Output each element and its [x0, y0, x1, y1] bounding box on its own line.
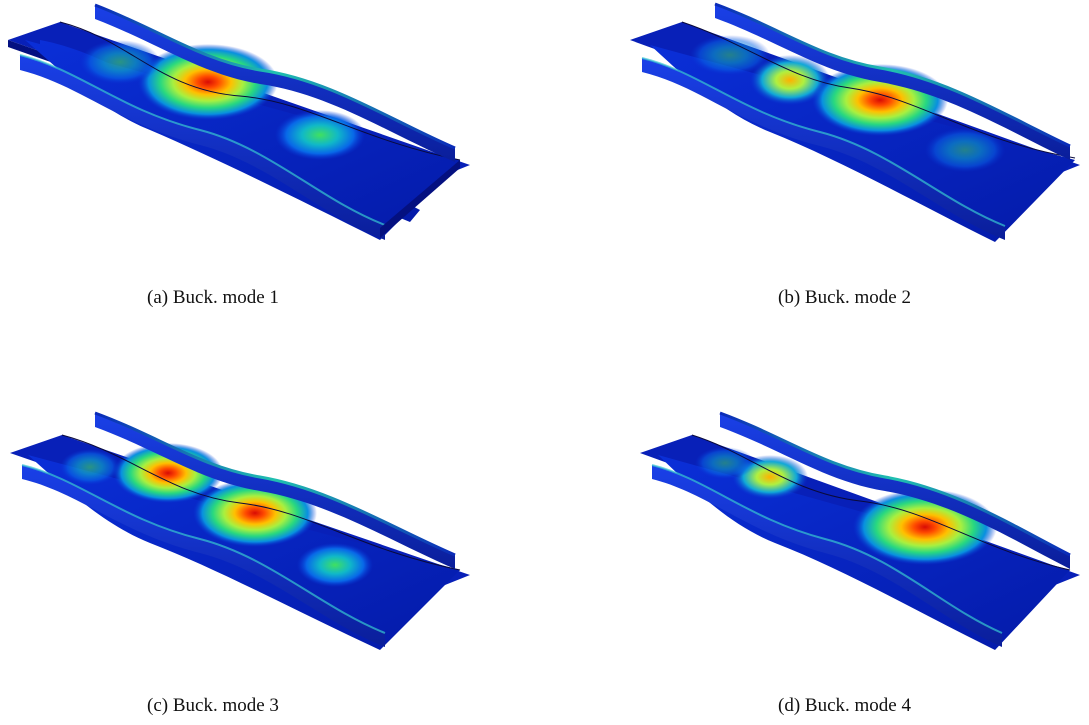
subfigure-d-plot — [630, 405, 1089, 655]
subfigure-a-caption: (a) Buck. mode 1 — [147, 287, 279, 308]
subfigure-b-plot — [620, 0, 1089, 250]
subfigure-d-caption: (d) Buck. mode 4 — [778, 695, 911, 716]
subfigure-c-caption: (c) Buck. mode 3 — [147, 695, 279, 716]
subfigure-c-plot — [0, 405, 480, 655]
subfigure-b-caption: (b) Buck. mode 2 — [778, 287, 911, 308]
subfigure-a-plot — [0, 0, 480, 250]
